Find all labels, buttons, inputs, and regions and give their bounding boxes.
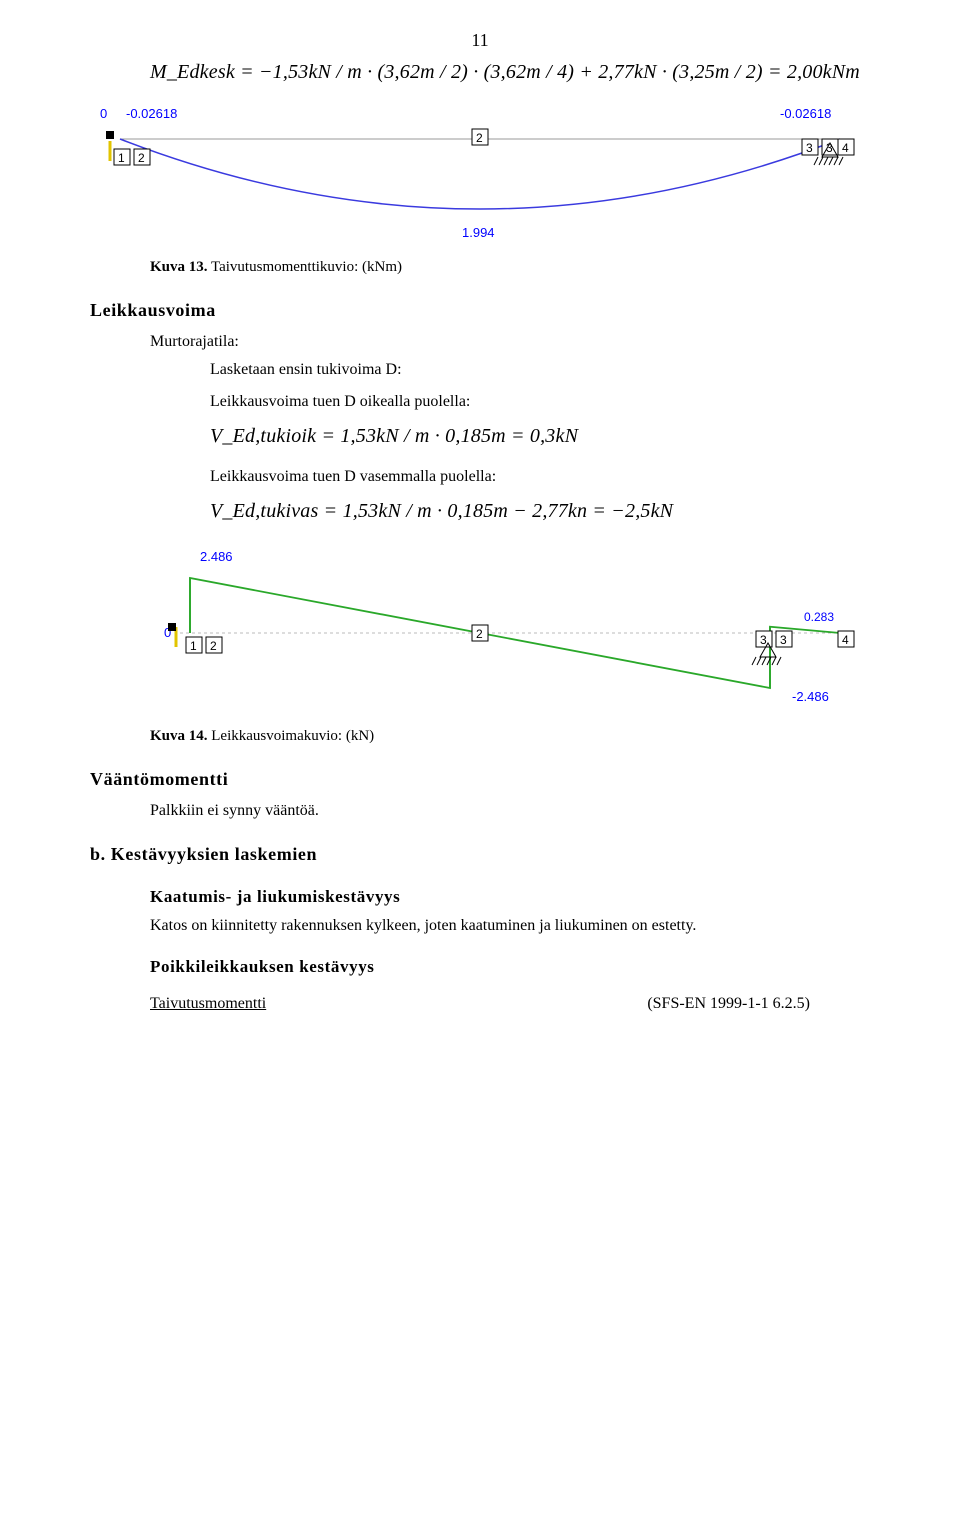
figure-14-label: Kuva 14.	[150, 728, 208, 744]
equation-v-oik: V_Ed,tukioik = 1,53kN / m · 0,185m = 0,3…	[210, 425, 870, 448]
svg-text:4: 4	[842, 633, 849, 647]
svg-text:2: 2	[476, 627, 483, 641]
sfs-reference: (SFS-EN 1999-1-1 6.2.5)	[647, 995, 810, 1013]
svg-text:2: 2	[138, 151, 145, 165]
taivutus-row: Taivutusmomentti (SFS-EN 1999-1-1 6.2.5)	[150, 995, 810, 1013]
figure-13-caption: Kuva 13. Taivutusmomenttikuvio: (kNm)	[150, 259, 870, 276]
bending-moment-diagram: 0-0.02618-0.026181.994122334	[90, 104, 870, 244]
svg-text:-0.02618: -0.02618	[126, 106, 177, 121]
figure-14-caption-text: Leikkausvoimakuvio: (kN)	[208, 728, 375, 744]
figure-13: 0-0.02618-0.026181.994122334	[90, 104, 870, 249]
lasketaan-text: Lasketaan ensin tukivoima D:	[210, 361, 870, 379]
svg-text:1.994: 1.994	[462, 225, 495, 240]
svg-text:4: 4	[842, 141, 849, 155]
equation-v-vas: V_Ed,tukivas = 1,53kN / m · 0,185m − 2,7…	[210, 500, 870, 523]
taivutusmomentti-label: Taivutusmomentti	[150, 995, 266, 1013]
section-vaantomomentti: Vääntömomentti	[90, 769, 870, 790]
equation-moment: M_Edkesk = −1,53kN / m · (3,62m / 2) · (…	[150, 61, 870, 84]
figure-13-label: Kuva 13.	[150, 259, 208, 275]
shear-force-diagram: 2.4860.283-2.4860122334	[150, 543, 870, 713]
poikkileikkaus-heading: Poikkileikkauksen kestävyys	[150, 957, 870, 977]
svg-text:2: 2	[476, 131, 483, 145]
page-number: 11	[90, 30, 870, 51]
leik-oikealla-text: Leikkausvoima tuen D oikealla puolella:	[210, 393, 870, 411]
figure-14: 2.4860.283-2.4860122334	[150, 543, 870, 718]
svg-text:2: 2	[210, 639, 217, 653]
svg-text:-2.486: -2.486	[792, 689, 829, 704]
svg-text:3: 3	[760, 633, 767, 647]
kaatumis-heading: Kaatumis- ja liukumiskestävyys	[150, 887, 870, 907]
svg-text:-0.02618: -0.02618	[780, 106, 831, 121]
kaatumis-paragraph: Katos on kiinnitetty rakennuksen kylkeen…	[150, 917, 870, 935]
svg-text:1: 1	[118, 151, 125, 165]
svg-text:3: 3	[806, 141, 813, 155]
svg-text:2.486: 2.486	[200, 549, 233, 564]
figure-14-caption: Kuva 14. Leikkausvoimakuvio: (kN)	[150, 728, 870, 745]
murtorajatila-label: Murtorajatila:	[150, 333, 870, 351]
svg-text:1: 1	[190, 639, 197, 653]
svg-text:3: 3	[780, 633, 787, 647]
section-leikkausvoima: Leikkausvoima	[90, 300, 870, 321]
leik-vasemmalla-text: Leikkausvoima tuen D vasemmalla puolella…	[210, 468, 870, 486]
figure-13-caption-text: Taivutusmomenttikuvio: (kNm)	[208, 259, 403, 275]
svg-text:0: 0	[100, 106, 107, 121]
section-b-kestavyyksien: b. Kestävyyksien laskemien	[90, 844, 870, 865]
svg-text:0.283: 0.283	[804, 610, 834, 624]
vaanto-paragraph: Palkkiin ei synny vääntöä.	[150, 802, 870, 820]
